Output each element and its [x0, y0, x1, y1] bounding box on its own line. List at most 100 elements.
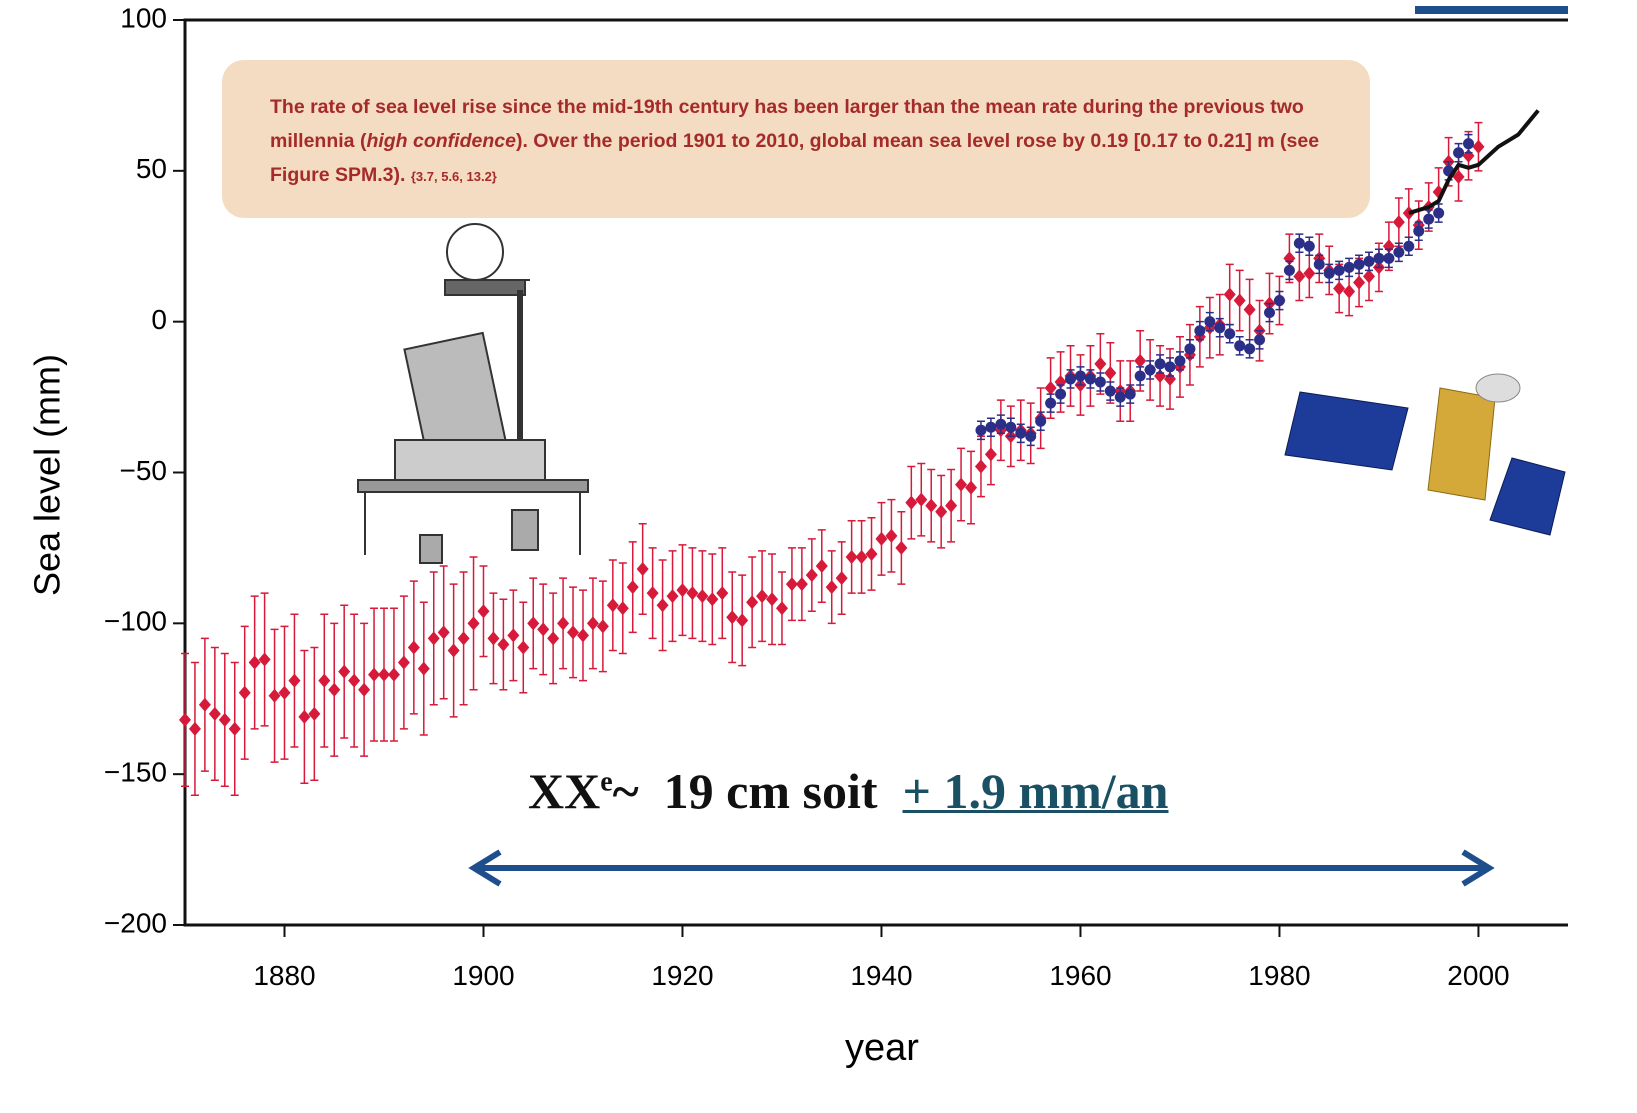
- point: [1244, 343, 1256, 355]
- point: [1045, 397, 1057, 409]
- point: [1233, 293, 1246, 308]
- point: [348, 673, 361, 688]
- point: [198, 697, 211, 712]
- point: [1413, 225, 1425, 237]
- point: [467, 616, 480, 631]
- point: [1383, 252, 1395, 264]
- point: [576, 628, 589, 643]
- point: [377, 667, 390, 682]
- point: [1433, 207, 1445, 219]
- headline: XXe~ 19 cm soit + 1.9 mm/an: [528, 762, 1169, 820]
- point: [457, 631, 470, 646]
- point: [885, 528, 898, 543]
- point: [686, 586, 699, 601]
- point: [1104, 365, 1117, 380]
- point: [746, 595, 759, 610]
- point: [1343, 261, 1355, 273]
- point: [208, 706, 221, 721]
- point: [835, 571, 848, 586]
- point: [676, 583, 689, 598]
- point: [1134, 353, 1147, 368]
- point: [1313, 258, 1325, 270]
- annotation-text: The rate of sea level rise since the mid…: [270, 96, 1304, 152]
- point: [815, 559, 828, 574]
- point: [1074, 370, 1086, 382]
- point: [1084, 373, 1096, 385]
- point: [358, 682, 371, 697]
- x-tick-label: 1960: [1049, 960, 1111, 991]
- point: [1005, 421, 1017, 433]
- point: [1303, 266, 1316, 281]
- point: [1283, 264, 1295, 276]
- point: [925, 498, 938, 513]
- y-tick-label: −50: [120, 455, 168, 486]
- y-tick-label: −200: [104, 907, 167, 938]
- point: [985, 421, 997, 433]
- point: [1452, 169, 1465, 184]
- point: [368, 667, 381, 682]
- point: [636, 562, 649, 577]
- point: [397, 655, 410, 670]
- point: [626, 580, 639, 595]
- headline-rate: + 1.9 mm/an: [902, 763, 1169, 819]
- point: [984, 447, 997, 462]
- point: [1223, 287, 1236, 302]
- point: [1363, 255, 1375, 267]
- point: [1234, 340, 1246, 352]
- satellite-illustration: [1284, 373, 1566, 536]
- point: [477, 604, 490, 619]
- point: [417, 661, 430, 676]
- point: [696, 589, 709, 604]
- point: [1065, 373, 1077, 385]
- point: [1293, 237, 1305, 249]
- point: [527, 616, 540, 631]
- point: [547, 631, 560, 646]
- point: [656, 598, 669, 613]
- point: [915, 492, 928, 507]
- point: [1204, 316, 1216, 328]
- point: [487, 631, 500, 646]
- point: [1453, 147, 1465, 159]
- point: [1114, 391, 1126, 403]
- point: [427, 631, 440, 646]
- point: [1174, 355, 1186, 367]
- point: [975, 424, 987, 436]
- point: [1293, 269, 1306, 284]
- point: [1353, 275, 1366, 290]
- point: [278, 685, 291, 700]
- point: [537, 622, 550, 637]
- point: [288, 673, 301, 688]
- annotation-box: The rate of sea level rise since the mid…: [222, 60, 1370, 218]
- point: [387, 667, 400, 682]
- y-tick-label: 100: [120, 2, 167, 33]
- point: [955, 477, 968, 492]
- point: [1243, 302, 1256, 317]
- point: [1363, 269, 1376, 284]
- point: [1164, 361, 1176, 373]
- point: [995, 418, 1007, 430]
- point: [726, 610, 739, 625]
- point: [258, 652, 271, 667]
- x-axis-label: year: [845, 1027, 919, 1069]
- point: [1124, 388, 1136, 400]
- point: [1323, 267, 1335, 279]
- point: [1463, 138, 1475, 150]
- point: [1224, 328, 1236, 340]
- headline-text: ~ 19 cm soit: [612, 763, 890, 819]
- point: [865, 546, 878, 561]
- point: [586, 616, 599, 631]
- point: [706, 592, 719, 607]
- point: [736, 613, 749, 628]
- point: [557, 616, 570, 631]
- point: [1423, 213, 1435, 225]
- point: [179, 712, 191, 727]
- point: [1144, 364, 1156, 376]
- point: [805, 568, 818, 583]
- point: [616, 601, 629, 616]
- point: [268, 688, 281, 703]
- point: [1273, 295, 1285, 307]
- point: [188, 721, 201, 736]
- point: [855, 549, 868, 564]
- x-tick-label: 1880: [253, 960, 315, 991]
- annotation-emphasis: high confidence: [366, 130, 516, 152]
